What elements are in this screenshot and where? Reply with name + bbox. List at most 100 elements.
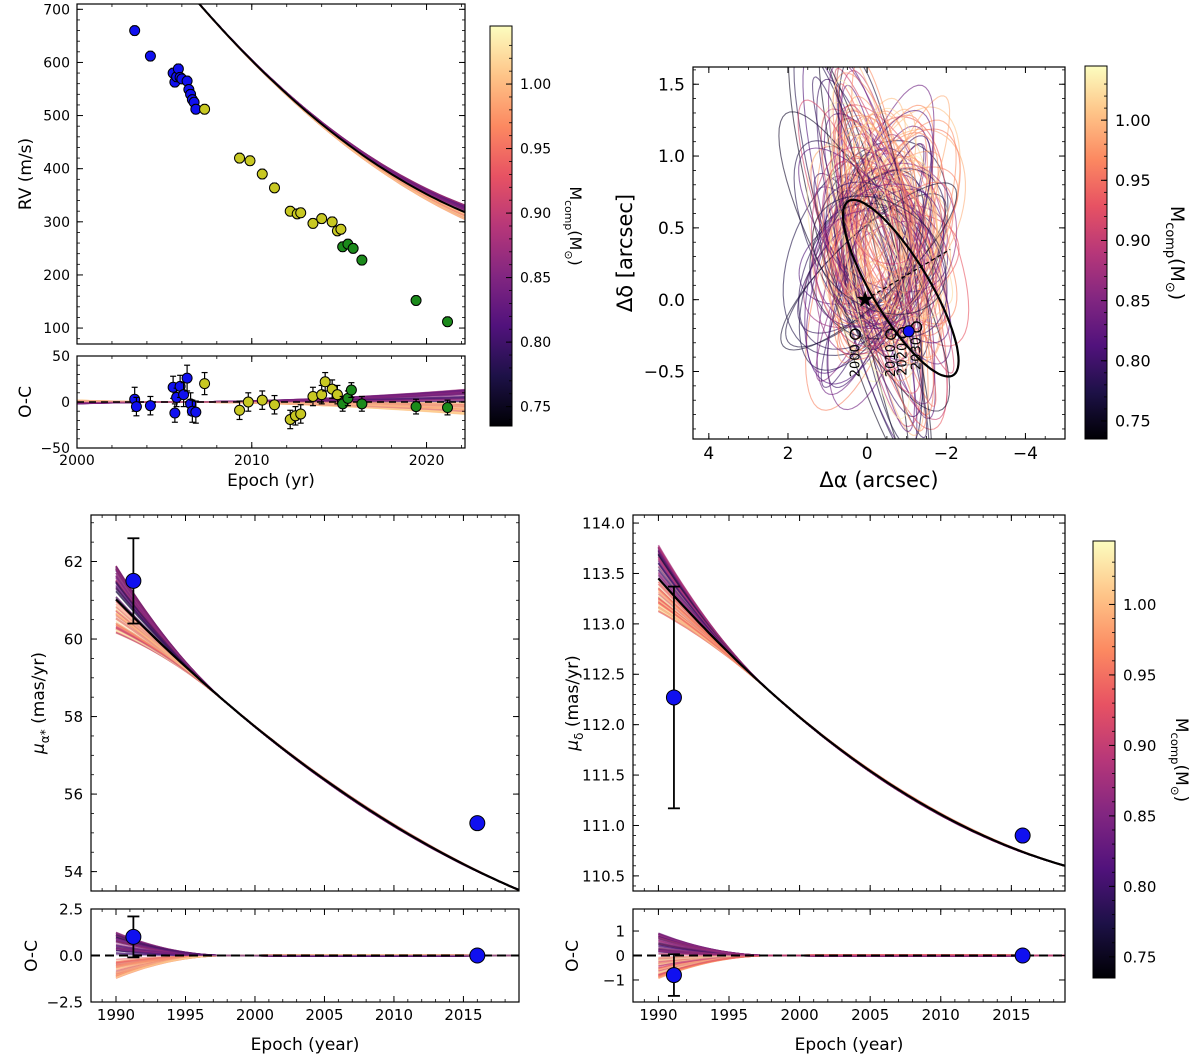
model-curve bbox=[115, 627, 519, 891]
x-tick-label: 2010 bbox=[922, 1006, 960, 1024]
model-curve bbox=[115, 628, 519, 891]
colorbar-label-part: (M bbox=[566, 230, 585, 250]
orbit-curve bbox=[830, 125, 938, 277]
model-curve bbox=[115, 585, 519, 891]
model-curve bbox=[115, 566, 519, 891]
model-curve bbox=[115, 576, 519, 891]
model-curve bbox=[657, 588, 1065, 867]
y-tick-label: 2.5 bbox=[59, 900, 83, 918]
model-curve bbox=[115, 606, 519, 891]
colorbar-pm: 0.75 0.80 0.85 0.90 0.95 1.00 Mcomp(M⊙) bbox=[1092, 540, 1191, 979]
colorbar-label: Mcomp(M⊙) bbox=[1168, 718, 1191, 802]
x-tick-label: 2005 bbox=[851, 1006, 889, 1024]
orbit-curve bbox=[821, 112, 917, 321]
model-curve bbox=[657, 583, 1065, 867]
model-curve bbox=[657, 550, 1065, 867]
model-curve bbox=[115, 580, 519, 891]
model-curve bbox=[115, 580, 519, 891]
model-curve bbox=[115, 630, 519, 891]
colorbar-tick-label: 1.00 bbox=[1123, 596, 1156, 614]
orbit-xlabel: Δα (arcsec) bbox=[819, 468, 938, 492]
model-curve bbox=[657, 588, 1065, 867]
model-curve bbox=[115, 566, 519, 891]
y-tick-label: 50 bbox=[52, 349, 70, 365]
y-tick-label: 0 bbox=[61, 395, 70, 411]
y-tick-label: 1 bbox=[615, 922, 625, 940]
colorbar-tick-label: 0.95 bbox=[1123, 666, 1156, 684]
x-tick-label: 2000 bbox=[780, 1006, 818, 1024]
orbit-curve bbox=[810, 183, 945, 328]
oc-point-yellow bbox=[319, 376, 331, 388]
orbit-curve bbox=[843, 119, 900, 307]
model-curve bbox=[657, 549, 1065, 867]
colorbar-gradient bbox=[1084, 65, 1108, 440]
rv-point-yellow bbox=[244, 155, 256, 167]
colorbar-tick-label: 0.95 bbox=[520, 142, 551, 158]
colorbar-label-part: ) bbox=[1166, 293, 1188, 300]
current-position-marker bbox=[902, 325, 915, 338]
model-curve bbox=[657, 548, 1065, 867]
model-curve bbox=[657, 553, 1065, 867]
pm-data-point bbox=[1014, 947, 1031, 964]
x-tick-label: 2000 bbox=[236, 1006, 274, 1024]
rv-point-yellow bbox=[295, 207, 307, 219]
model-curve bbox=[115, 629, 519, 891]
y-tick-label: 500 bbox=[43, 109, 70, 125]
rv-point-yellow bbox=[335, 223, 347, 235]
orbit-curve bbox=[811, 76, 928, 439]
model-curve bbox=[115, 568, 519, 891]
model-curve bbox=[115, 581, 519, 891]
oc-point-blue bbox=[130, 401, 142, 413]
y-tick-label: 0 bbox=[615, 947, 625, 965]
y-tick-label: 113.0 bbox=[582, 615, 625, 633]
colorbar-orbit: 0.75 0.80 0.85 0.90 0.95 1.00 Mcomp(M⊙) bbox=[1084, 65, 1188, 440]
model-curves bbox=[197, 4, 465, 221]
model-curve bbox=[657, 546, 1065, 867]
model-curve bbox=[115, 581, 519, 891]
model-curve bbox=[657, 550, 1065, 867]
model-curve bbox=[657, 553, 1065, 867]
model-curve bbox=[115, 565, 519, 891]
model-curve bbox=[657, 549, 1065, 867]
epoch-label: 2030 bbox=[910, 337, 925, 370]
model-curve bbox=[657, 550, 1065, 867]
model-curve bbox=[115, 566, 519, 891]
model-curve bbox=[115, 572, 519, 891]
colorbar-tick-label: 0.75 bbox=[1115, 412, 1151, 431]
colorbar-tick-label: 0.90 bbox=[1123, 737, 1156, 755]
orbit-curve bbox=[850, 184, 927, 265]
model-curves bbox=[115, 565, 519, 891]
x-tick-label: 1995 bbox=[710, 1006, 748, 1024]
orbit-curve bbox=[865, 145, 930, 365]
y-tick-label: 700 bbox=[43, 2, 70, 18]
colorbar-label-part: ) bbox=[566, 259, 585, 265]
model-curve bbox=[115, 568, 519, 891]
model-curve bbox=[115, 598, 519, 891]
pm-data-point bbox=[469, 815, 486, 832]
rv-point-green bbox=[442, 316, 454, 328]
orbit-curves bbox=[778, 67, 970, 439]
y-tick-label: −0.5 bbox=[644, 363, 685, 383]
rv-point-yellow bbox=[199, 103, 211, 115]
model-curve bbox=[657, 546, 1065, 867]
colorbar-tick-label: 0.85 bbox=[520, 271, 551, 287]
model-curve bbox=[115, 603, 519, 891]
oc-point-yellow bbox=[234, 404, 246, 416]
x-tick-label: 1990 bbox=[97, 1006, 135, 1024]
colorbar-label-part: M bbox=[1171, 718, 1191, 733]
oc-point-blue bbox=[169, 407, 181, 419]
orbit-curve bbox=[793, 67, 930, 439]
model-curve bbox=[657, 554, 1065, 867]
y-tick-label: 114.0 bbox=[582, 514, 625, 532]
x-tick-label: 2 bbox=[783, 444, 794, 464]
model-curve bbox=[115, 567, 519, 891]
oc-point-blue bbox=[181, 372, 193, 384]
rv-oc-panel: −50 0 50 2000 2010 2020 bbox=[40, 349, 466, 469]
pmdec-panel: 110.5 111.0 111.5 112.0 112.5 113.0 113.5 114.0 bbox=[582, 514, 1066, 892]
colorbar-tick-label: 0.75 bbox=[1123, 948, 1156, 966]
model-curve bbox=[657, 559, 1065, 867]
model-curve bbox=[115, 567, 519, 891]
colorbar-label-part: comp bbox=[1168, 733, 1182, 765]
